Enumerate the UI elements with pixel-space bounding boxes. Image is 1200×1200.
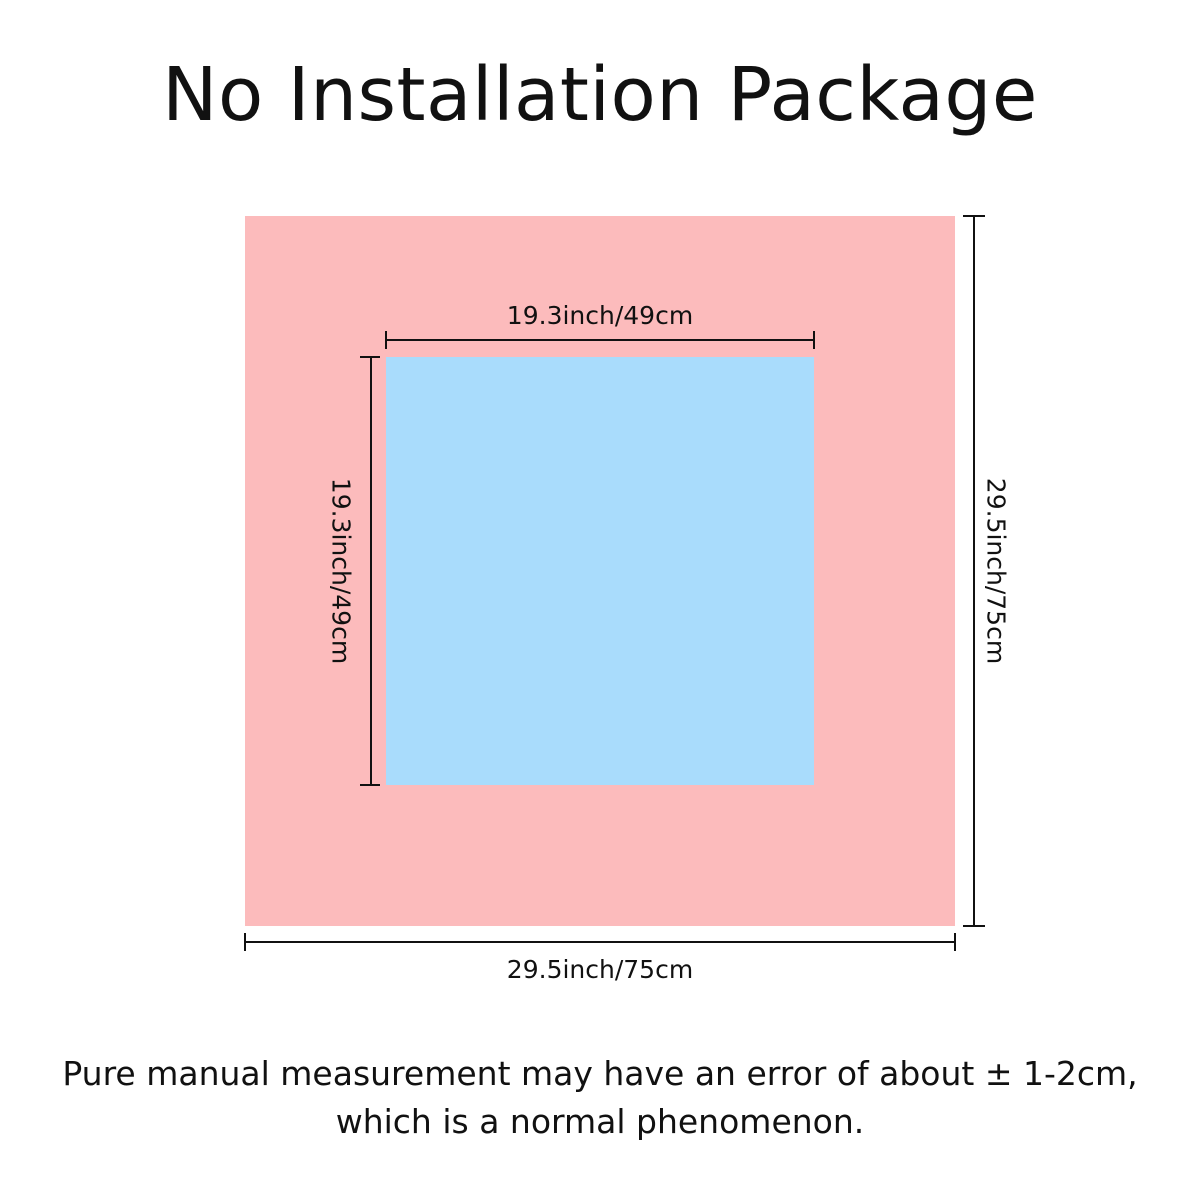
outer-height-label: 29.5inch/75cm [981,477,1011,665]
inner-width-tick-right [813,331,815,349]
outer-width-label: 29.5inch/75cm [506,955,694,984]
outer-height-tick-top [963,215,985,217]
inner-height-tick-top [360,356,380,358]
outer-width-tick-right [954,933,956,951]
outer-width-line [245,941,955,943]
measurement-note: Pure manual measurement may have an erro… [0,1050,1200,1146]
inner-width-line [386,339,814,341]
note-line-2: which is a normal phenomenon. [335,1102,865,1141]
outer-height-line [973,216,975,926]
outer-width-tick-left [244,933,246,951]
note-line-1: Pure manual measurement may have an erro… [62,1054,1138,1093]
inner-width-label: 19.3inch/49cm [506,301,694,330]
inner-height-label: 19.3inch/49cm [326,477,356,665]
inner-square [386,357,814,785]
inner-height-line [370,357,372,785]
outer-height-tick-bottom [963,925,985,927]
inner-height-tick-bottom [360,784,380,786]
inner-width-tick-left [385,331,387,349]
page-title: No Installation Package [162,52,1038,138]
